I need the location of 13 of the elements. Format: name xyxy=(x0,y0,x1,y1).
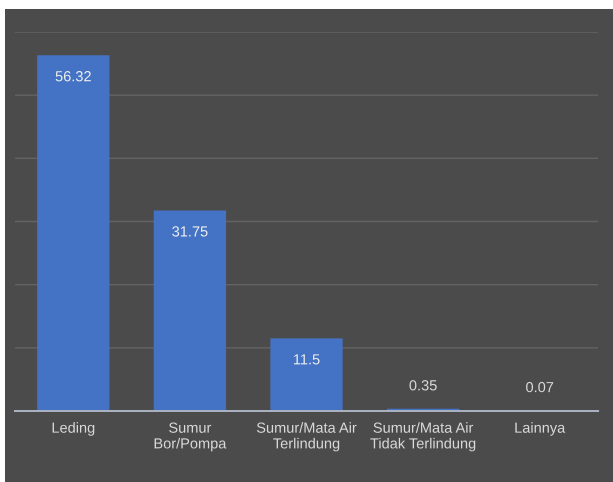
x-tick-label: Sumur Bor/Pompa xyxy=(154,422,226,452)
data-label: 0.35 xyxy=(409,380,437,390)
x-tick-label: Sumur/Mata Air Terlindung xyxy=(256,422,357,452)
x-tick-label: Leding xyxy=(52,422,94,436)
bar xyxy=(37,55,110,411)
bar xyxy=(154,210,226,411)
data-label: 56.32 xyxy=(56,71,91,82)
data-label: 11.5 xyxy=(294,354,320,364)
data-label: 0.07 xyxy=(526,382,554,392)
data-label: 31.75 xyxy=(172,226,208,237)
x-tick-label: Lainnya xyxy=(515,422,566,436)
bar xyxy=(270,338,343,411)
x-tick-label: Sumur/Mata Air Tidak Terlindung xyxy=(370,422,476,452)
